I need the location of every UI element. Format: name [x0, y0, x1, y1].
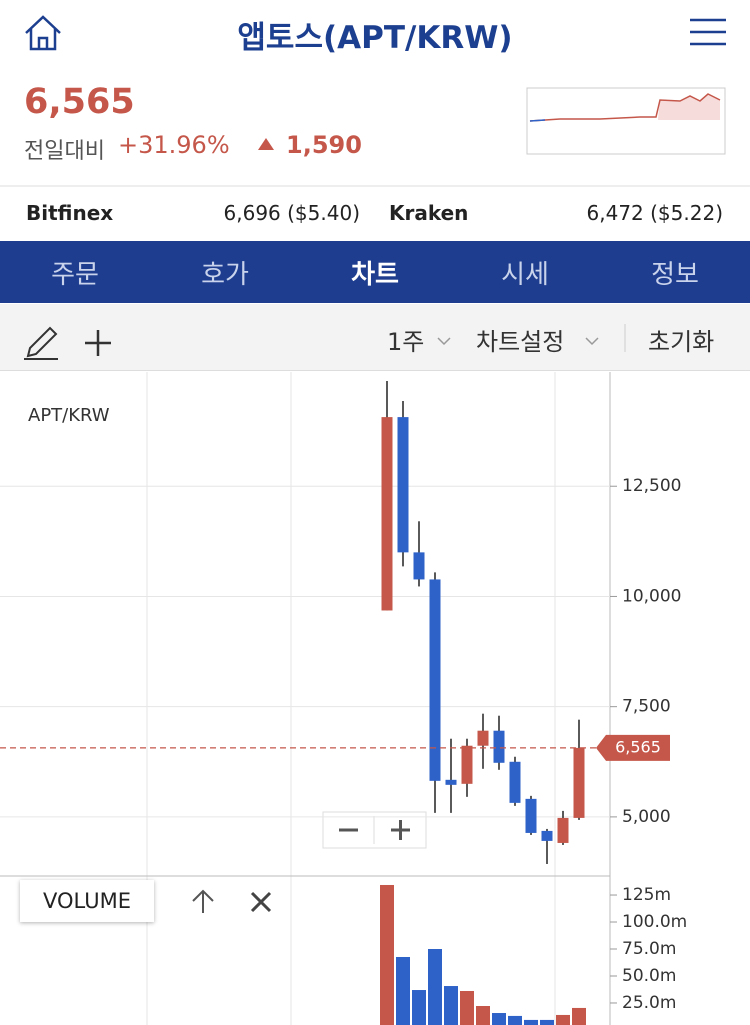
volume-bar [524, 1019, 538, 1025]
change-amount: 1,590 [286, 131, 362, 159]
zoom-controls [322, 811, 427, 849]
volume-icons [192, 889, 272, 913]
y-tick-label: 100.0m [622, 912, 687, 932]
last-price-tag [596, 734, 670, 761]
tab-active[interactable]: 차트 [351, 260, 399, 290]
zoom-in[interactable] [391, 820, 410, 840]
candle-body [445, 779, 457, 785]
y-tick-label: 7,500 [622, 697, 671, 717]
volume-bar [396, 956, 410, 1025]
y-tick-label: 5,000 [622, 807, 671, 827]
add-button[interactable] [85, 330, 111, 356]
volume-bar [508, 1015, 522, 1025]
exchange-name: Kraken [389, 201, 469, 225]
y-tick-label: 10,000 [622, 586, 681, 606]
volume-bar [444, 986, 458, 1025]
volume-bar [380, 884, 394, 1025]
candle-body [413, 552, 425, 580]
y-tick-label: 25.0m [622, 993, 676, 1013]
candle-body [429, 579, 441, 781]
volume-bar [556, 1014, 570, 1025]
current-price: 6,565 [24, 82, 135, 122]
volume-label[interactable]: VOLUME [20, 880, 154, 922]
candle-body [509, 761, 521, 803]
chart-label: APT/KRW [28, 405, 110, 426]
volume-bar [460, 990, 474, 1025]
candle-body [525, 798, 537, 833]
period-dropdown[interactable] [437, 337, 451, 346]
candle-body [493, 730, 505, 763]
y-tick-label: 125m [622, 885, 671, 905]
candle-body [397, 417, 409, 553]
candle-body [573, 747, 585, 818]
vertical-grid [146, 372, 556, 1025]
y-tick-label: 75.0m [622, 939, 676, 959]
candle-body [461, 745, 473, 784]
y-tick-label: 12,500 [622, 476, 681, 496]
chart-settings[interactable]: 차트설정 [476, 328, 565, 356]
reset-button[interactable]: 초기화 [648, 328, 715, 356]
tab[interactable]: 정보 [651, 260, 699, 290]
y-tick-label: 50.0m [622, 966, 676, 986]
exchange-price: 6,472 ($5.22) [586, 201, 723, 225]
toolbar-icons [24, 324, 626, 360]
menu-button[interactable] [690, 18, 726, 46]
volume-bar [572, 1007, 586, 1025]
candle-body [557, 817, 569, 843]
volume-bar [476, 1006, 490, 1025]
candle-body [477, 730, 489, 746]
period-select[interactable]: 1주 [387, 328, 425, 356]
close[interactable] [250, 891, 272, 913]
tab[interactable]: 시세 [501, 260, 549, 290]
last-price-label: 6,565 [615, 737, 661, 756]
settings-dropdown[interactable] [585, 337, 599, 346]
draw-button[interactable] [24, 326, 58, 360]
candle-body [381, 417, 393, 611]
volume-bar [428, 949, 442, 1025]
exchange-name: Bitfinex [26, 201, 114, 225]
volume-bar [412, 990, 426, 1025]
candle-body [541, 830, 553, 841]
page-title: 앱토스(APT/KRW) [237, 20, 513, 56]
up-arrow [258, 138, 274, 150]
home-button[interactable] [25, 15, 61, 51]
volume-bar [540, 1019, 554, 1025]
tab-bar [0, 241, 750, 303]
exchange-price: 6,696 ($5.40) [223, 201, 360, 225]
tab[interactable]: 호가 [201, 260, 249, 290]
tab[interactable]: 주문 [51, 260, 99, 290]
sparkline [526, 87, 726, 155]
header-icons [0, 15, 750, 187]
change-percent: +31.96% [118, 131, 230, 159]
change-label: 전일대비 [24, 139, 105, 164]
volume-bar [492, 1013, 506, 1025]
move-up[interactable] [192, 889, 214, 913]
